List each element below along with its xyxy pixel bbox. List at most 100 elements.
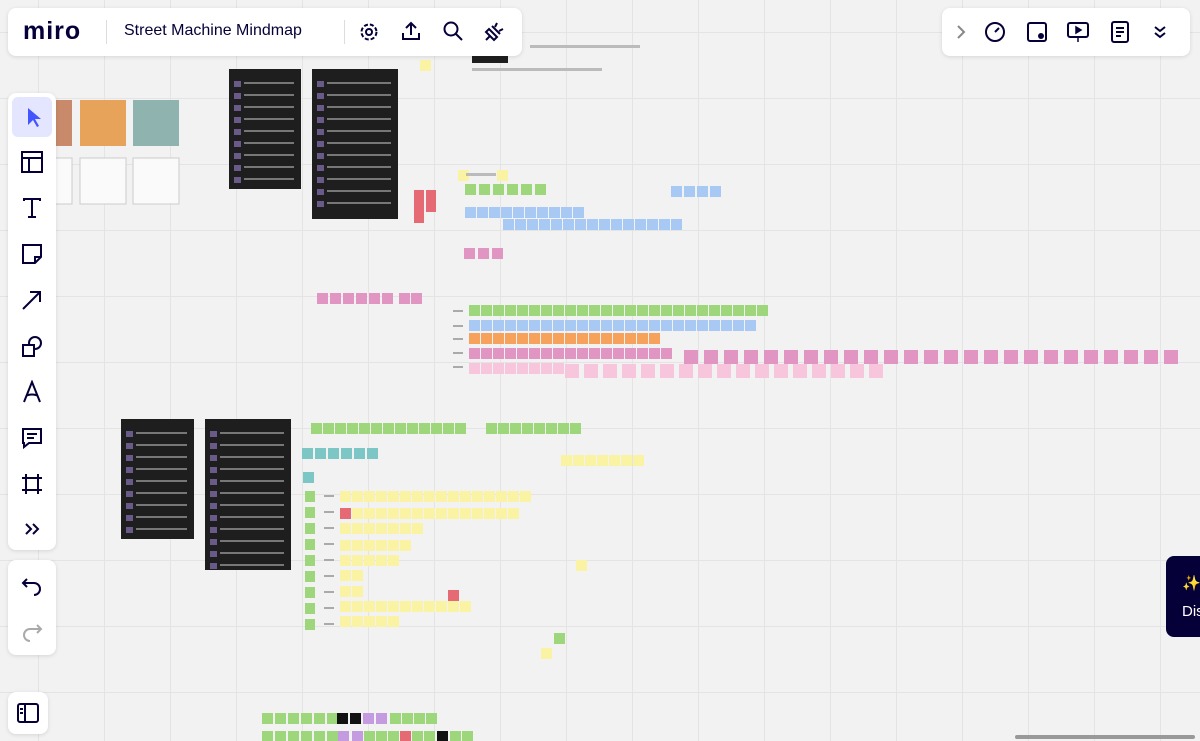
sticky-note (517, 348, 528, 359)
sticky-note (352, 731, 363, 741)
tool-text[interactable] (20, 196, 44, 220)
text-line (220, 492, 284, 494)
share-button[interactable] (400, 20, 422, 42)
sticky-note (585, 455, 596, 466)
sticky-note (804, 350, 818, 364)
sticky-note (661, 320, 672, 331)
sticky-note (352, 508, 363, 519)
timer-button[interactable] (983, 20, 1007, 44)
sticky-note (577, 305, 588, 316)
sticky-note (673, 305, 684, 316)
undo-button[interactable] (20, 574, 44, 598)
text-line (136, 480, 187, 482)
redo-button[interactable] (20, 620, 44, 644)
tool-shapes[interactable] (20, 334, 44, 358)
sticky-note (661, 305, 672, 316)
sticky-note (382, 293, 393, 304)
expand-button[interactable] (954, 23, 968, 41)
cards-button[interactable] (1025, 20, 1049, 44)
row-label (324, 559, 334, 561)
tool-sticky[interactable] (20, 242, 44, 266)
sticky-note (529, 333, 540, 344)
sticky-note (553, 305, 564, 316)
search-button[interactable] (442, 20, 464, 42)
sticky-note (288, 731, 299, 741)
settings-button[interactable] (358, 21, 380, 43)
tool-frame[interactable] (20, 472, 44, 496)
integrations-button[interactable] (484, 20, 506, 42)
sticky-note (637, 305, 648, 316)
sticky-note (733, 305, 744, 316)
board-title[interactable]: Street Machine Mindmap (124, 22, 302, 39)
sticky-note (337, 713, 348, 724)
sticky-note (609, 455, 620, 466)
sticky-note (426, 713, 437, 724)
board-panel (8, 692, 48, 734)
text-line (327, 130, 391, 132)
tool-templates[interactable] (20, 150, 44, 174)
scrollbar[interactable] (1015, 735, 1195, 739)
artwork (55, 100, 72, 146)
thumb (126, 479, 133, 485)
sticky-note (549, 207, 560, 218)
more-button[interactable] (1150, 22, 1170, 42)
thumb (234, 117, 241, 123)
sticky-note (486, 423, 497, 434)
tool-pen[interactable] (20, 380, 44, 404)
thumb (126, 515, 133, 521)
sticky-note (757, 305, 768, 316)
tool-more[interactable] (22, 519, 42, 539)
thumb (317, 93, 324, 99)
sticky-note (744, 350, 758, 364)
sticky-note (541, 320, 552, 331)
sticky-note (400, 523, 411, 534)
sticky-note (1104, 350, 1118, 364)
logo[interactable]: miro (23, 17, 82, 45)
sticky-note (507, 184, 518, 195)
sticky-note (671, 186, 682, 197)
sticky-note (535, 184, 546, 195)
sticky-note (305, 491, 315, 502)
sticky-note (412, 508, 423, 519)
sticky-note (400, 491, 411, 502)
sketch (54, 157, 73, 205)
sticky-note (472, 491, 483, 502)
sticky-note (577, 348, 588, 359)
sticky-note (649, 333, 660, 344)
sticky-note (1024, 350, 1038, 364)
sticky-note (328, 448, 339, 459)
sticky-note (388, 523, 399, 534)
sticky-note (469, 320, 480, 331)
top-bar: miro Street Machine Mindmap (8, 8, 522, 56)
sticky-note (603, 364, 617, 378)
sticky-note (534, 423, 545, 434)
ai-popup[interactable]: ✨ Dis (1166, 556, 1200, 637)
sticky-note (1044, 350, 1058, 364)
sticky-note (420, 60, 431, 71)
tool-select[interactable] (12, 97, 52, 137)
sticky-note (844, 350, 858, 364)
sticky-note (424, 508, 435, 519)
sticky-note (513, 207, 524, 218)
tool-comment[interactable] (20, 426, 44, 450)
thumb (210, 467, 217, 473)
sticky-note (412, 601, 423, 612)
tool-line[interactable] (20, 288, 44, 312)
text-line (244, 166, 294, 168)
card (414, 190, 424, 223)
sticky-note (376, 601, 387, 612)
sticky-note (621, 455, 632, 466)
thumb (234, 153, 241, 159)
sticky-note (625, 320, 636, 331)
sticky-note (302, 448, 313, 459)
panel-button[interactable] (16, 701, 40, 725)
row-label (324, 511, 334, 513)
card (426, 190, 436, 212)
sticky-note (637, 348, 648, 359)
divider (344, 20, 345, 44)
sticky-note (510, 423, 521, 434)
present-button[interactable] (1066, 20, 1090, 44)
notes-button[interactable] (1108, 20, 1132, 44)
sticky-note (573, 455, 584, 466)
sticky-note (784, 350, 798, 364)
